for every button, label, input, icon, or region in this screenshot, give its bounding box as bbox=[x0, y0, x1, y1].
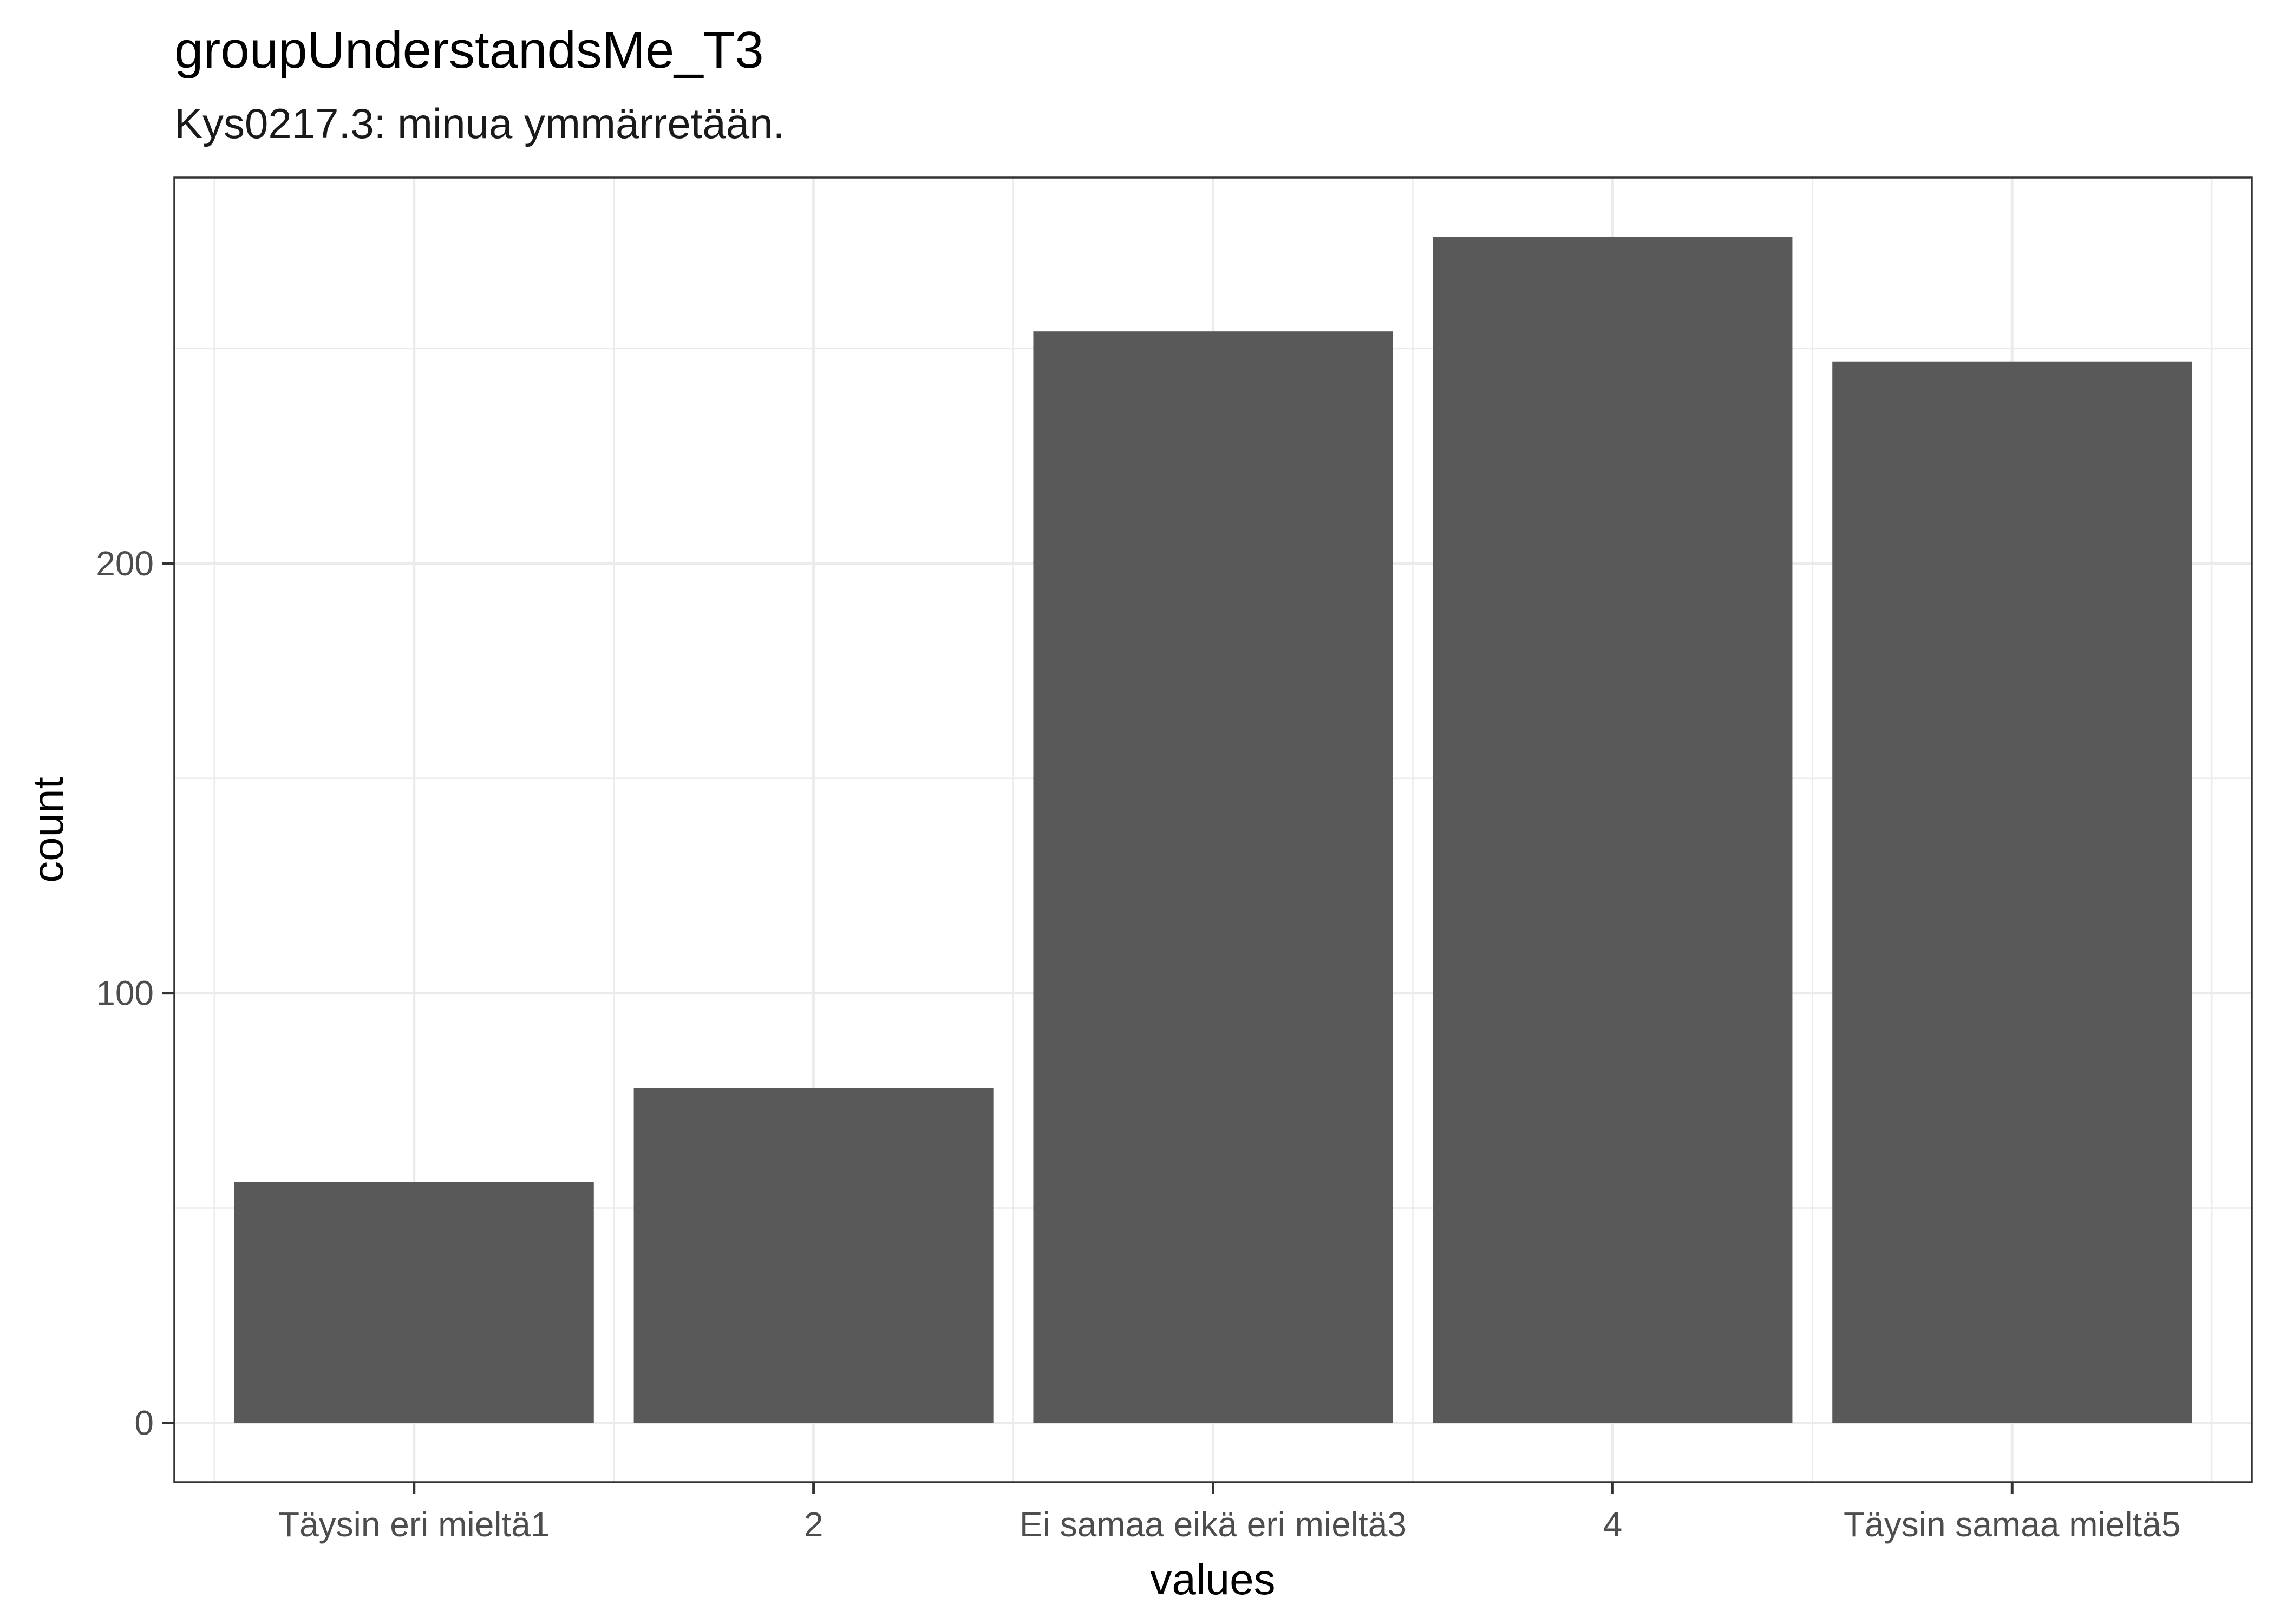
y-tick-label: 0 bbox=[134, 1403, 154, 1442]
x-axis: Täysin eri mieltä1 2 Ei samaa eikä eri mie… bbox=[278, 1482, 2181, 1544]
bar bbox=[633, 1088, 994, 1423]
y-axis: 0 100 200 bbox=[96, 544, 174, 1442]
bars bbox=[234, 237, 2192, 1423]
chart-title: groupUnderstandsMe_T3 bbox=[174, 21, 764, 79]
x-tick-label: Täysin eri mieltä1 bbox=[278, 1505, 550, 1544]
bar bbox=[1033, 331, 1393, 1423]
x-tick-label: 4 bbox=[1603, 1505, 1623, 1544]
bar bbox=[1433, 237, 1793, 1423]
y-tick-label: 200 bbox=[96, 544, 154, 583]
chart-subtitle: Kys0217.3: minua ymmärretään. bbox=[174, 100, 785, 147]
bar bbox=[1832, 361, 2192, 1423]
x-axis-title: values bbox=[1150, 1555, 1275, 1603]
y-tick-label: 100 bbox=[96, 974, 154, 1013]
x-tick-label: Ei samaa eikä eri mieltä3 bbox=[1020, 1505, 1407, 1544]
plot-panel bbox=[173, 176, 2253, 1483]
y-axis-title: count bbox=[24, 777, 72, 883]
bar bbox=[234, 1182, 594, 1423]
x-tick-label: 2 bbox=[804, 1505, 824, 1544]
minor-gridlines-x bbox=[213, 178, 2213, 1482]
x-tick-label: Täysin samaa mieltä5 bbox=[1844, 1505, 2180, 1544]
